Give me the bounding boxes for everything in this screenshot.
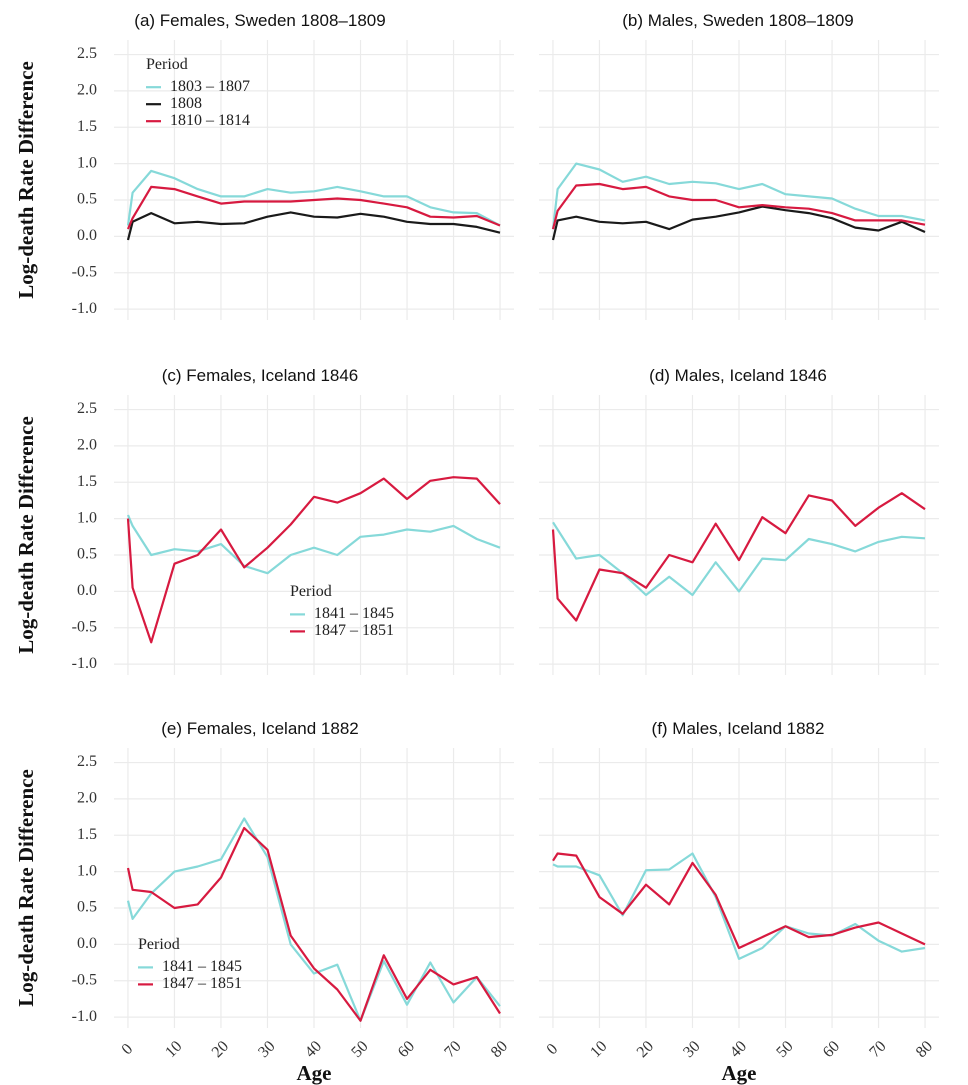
panel-title: (c) Females, Iceland 1846 <box>162 366 359 385</box>
x-tick-label: 50 <box>348 1038 371 1061</box>
y-tick-label: -0.5 <box>72 263 97 280</box>
legend-label: 1810 – 1814 <box>170 112 250 129</box>
panel-title: (f) Males, Iceland 1882 <box>652 719 825 738</box>
y-tick-label: 0.0 <box>77 935 97 952</box>
x-tick-label: 70 <box>441 1038 464 1061</box>
y-tick-label: 2.0 <box>77 790 97 807</box>
series-line <box>551 492 926 622</box>
x-tick-label: 10 <box>162 1038 185 1061</box>
y-tick-label: -1.0 <box>72 655 97 672</box>
series-line <box>126 817 501 1022</box>
series-line <box>126 476 501 644</box>
x-tick-label: 80 <box>488 1038 511 1061</box>
y-tick-label: 0.5 <box>77 546 97 563</box>
series-line <box>126 514 501 575</box>
y-axis-label: Log-death Rate Difference <box>14 416 38 654</box>
x-tick-label: 60 <box>395 1038 418 1061</box>
legend-label: 1847 – 1851 <box>162 975 242 992</box>
x-tick-label: 10 <box>587 1038 610 1061</box>
y-tick-label: -1.0 <box>72 300 97 317</box>
x-tick-label: 20 <box>634 1038 657 1061</box>
x-tick-label: 0 <box>119 1041 137 1059</box>
series-line <box>126 169 501 227</box>
y-tick-label: 1.5 <box>77 118 97 135</box>
panel-title: (e) Females, Iceland 1882 <box>161 719 359 738</box>
x-tick-label: 20 <box>209 1038 232 1061</box>
legend-label: 1803 – 1807 <box>170 78 250 95</box>
x-axis-label: Age <box>297 1061 332 1085</box>
series-line <box>551 205 926 241</box>
series-line <box>551 162 926 230</box>
panel-title: (b) Males, Sweden 1808–1809 <box>622 11 854 30</box>
y-axis-label: Log-death Rate Difference <box>14 61 38 299</box>
y-tick-label: 2.5 <box>77 400 97 417</box>
series-line <box>126 211 501 241</box>
series-line <box>552 852 926 950</box>
x-tick-label: 80 <box>913 1038 936 1061</box>
panel-title: (d) Males, Iceland 1846 <box>649 366 827 385</box>
x-tick-label: 50 <box>773 1038 796 1061</box>
legend-label: 1841 – 1845 <box>162 958 242 975</box>
series-line <box>552 521 926 597</box>
y-tick-label: 0.0 <box>77 227 97 244</box>
x-tick-label: 40 <box>727 1038 750 1061</box>
y-axis-label: Log-death Rate Difference <box>14 769 38 1007</box>
y-tick-label: 1.0 <box>77 862 97 879</box>
y-tick-label: -1.0 <box>72 1008 97 1025</box>
y-tick-label: 2.5 <box>77 45 97 62</box>
y-tick-label: 1.5 <box>77 826 97 843</box>
x-tick-label: 30 <box>255 1038 278 1061</box>
x-tick-label: 0 <box>544 1041 562 1059</box>
x-tick-label: 60 <box>820 1038 843 1061</box>
legend-label: 1841 – 1845 <box>314 605 394 622</box>
legend-label: 1847 – 1851 <box>314 622 394 639</box>
x-axis-label: Age <box>722 1061 757 1085</box>
y-tick-label: 1.0 <box>77 509 97 526</box>
y-tick-label: 1.5 <box>77 473 97 490</box>
x-tick-label: 40 <box>302 1038 325 1061</box>
series-line <box>551 182 926 230</box>
y-tick-label: 1.0 <box>77 154 97 171</box>
y-tick-label: -0.5 <box>72 618 97 635</box>
panel-title: (a) Females, Sweden 1808–1809 <box>134 11 385 30</box>
y-tick-label: 2.0 <box>77 437 97 454</box>
y-tick-label: 2.5 <box>77 753 97 770</box>
y-tick-label: -0.5 <box>72 971 97 988</box>
y-tick-label: 0.0 <box>77 582 97 599</box>
x-tick-label: 70 <box>866 1038 889 1061</box>
legend-title: Period <box>138 936 180 953</box>
series-line <box>126 185 501 230</box>
legend-title: Period <box>290 583 332 600</box>
y-tick-label: 0.5 <box>77 191 97 208</box>
x-tick-label: 30 <box>680 1038 703 1061</box>
legend-label: 1808 <box>170 95 202 112</box>
y-tick-label: 2.0 <box>77 82 97 99</box>
y-tick-label: 0.5 <box>77 899 97 916</box>
legend-title: Period <box>146 56 188 73</box>
series-line <box>126 826 501 1022</box>
